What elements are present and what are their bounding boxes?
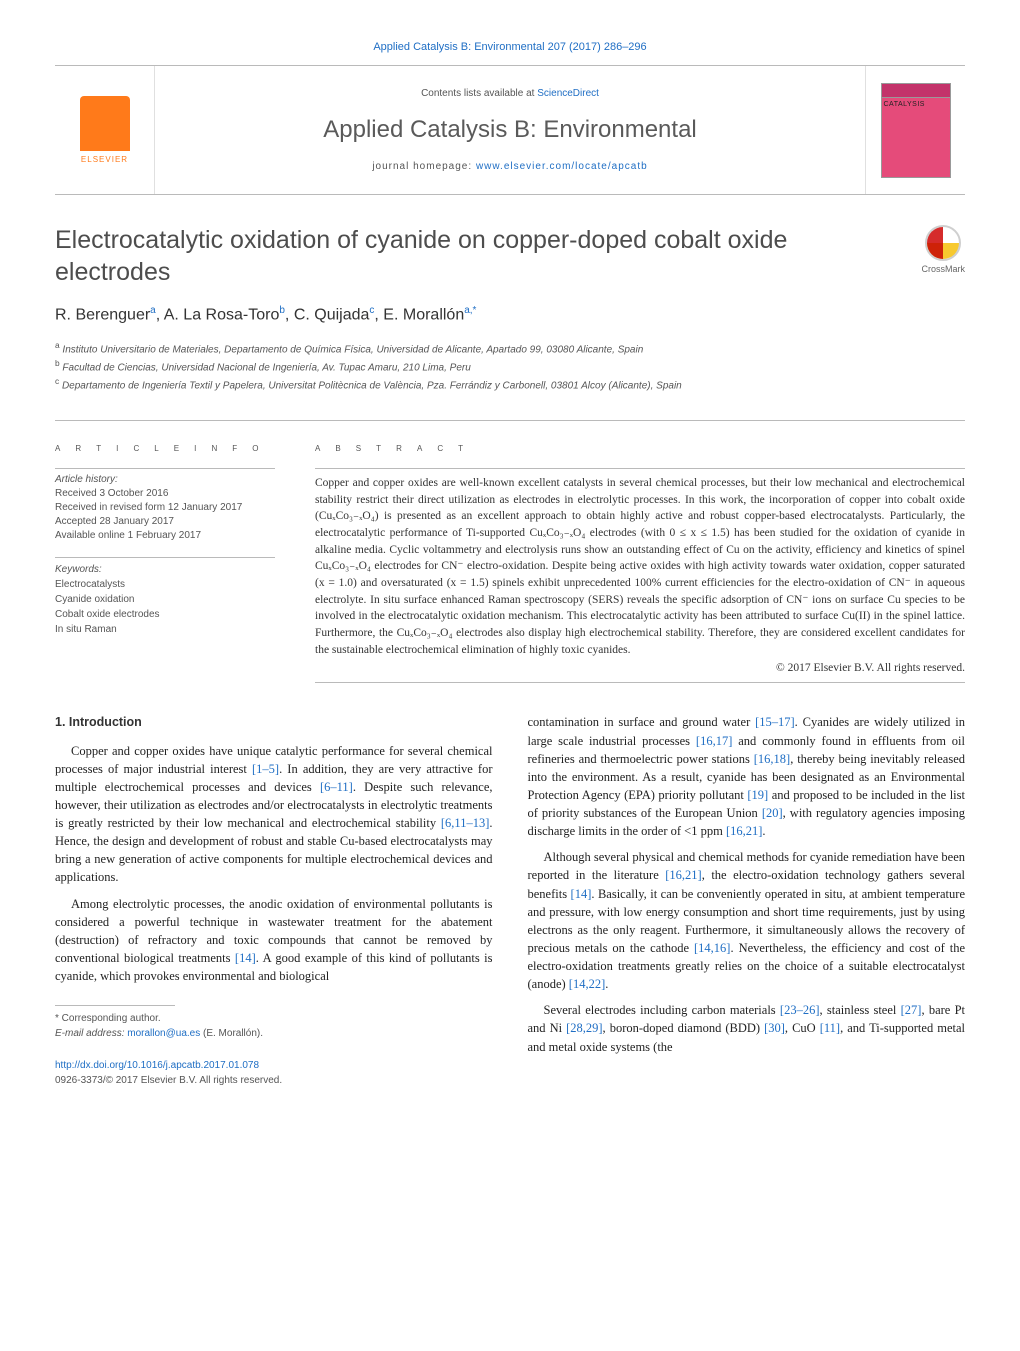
intro-paragraph-2-cont: contamination in surface and ground wate… [528,713,966,840]
contents-available-line: Contents lists available at ScienceDirec… [421,87,599,101]
citation-link[interactable]: [16,21] [665,868,701,882]
body-two-column: 1. Introduction Copper and copper oxides… [55,713,965,1088]
citation-link[interactable]: [6,11–13] [441,816,490,830]
intro-paragraph-4: Several electrodes including carbon mate… [528,1001,966,1055]
history-label: Article history: [55,473,275,487]
cover-title-label: CATALYSIS [882,98,950,112]
citation-link[interactable]: [27] [901,1003,922,1017]
keywords-block: Keywords: Electrocatalysts Cyanide oxida… [55,557,275,637]
keyword-3: Cobalt oxide electrodes [55,607,275,622]
authors-line: R. Berenguera, A. La Rosa-Torob, C. Quij… [55,304,965,327]
keyword-2: Cyanide oxidation [55,592,275,607]
sciencedirect-link[interactable]: ScienceDirect [537,88,599,99]
abstract-column: a b s t r a c t Copper and copper oxides… [315,441,965,684]
elsevier-logo[interactable]: ELSEVIER [69,90,141,170]
introduction-heading: 1. Introduction [55,713,493,731]
article-title: Electrocatalytic oxidation of cyanide on… [55,225,901,288]
elsevier-wordmark: ELSEVIER [81,154,128,165]
keywords-label: Keywords: [55,562,275,577]
intro-paragraph-1: Copper and copper oxides have unique cat… [55,742,493,887]
abstract-heading: a b s t r a c t [315,441,965,456]
intro-paragraph-3: Although several physical and chemical m… [528,848,966,993]
citation-link[interactable]: [19] [747,788,768,802]
history-online: Available online 1 February 2017 [55,529,275,543]
journal-citation-top[interactable]: Applied Catalysis B: Environmental 207 (… [55,40,965,55]
contents-prefix: Contents lists available at [421,88,537,99]
citation-link[interactable]: [28,29] [566,1021,602,1035]
article-history-block: Article history: Received 3 October 2016… [55,468,275,543]
cover-top-bar [882,84,950,98]
article-info-heading: a r t i c l e i n f o [55,441,275,456]
citation-link[interactable]: [14] [235,951,256,965]
affiliation-b: b Facultad de Ciencias, Universidad Naci… [55,357,965,375]
masthead-center: Contents lists available at ScienceDirec… [155,66,865,194]
citation-link[interactable]: [16,18] [754,752,790,766]
body-column-right: contamination in surface and ground wate… [528,713,966,1088]
citation-link[interactable]: [14] [571,887,592,901]
history-received: Received 3 October 2016 [55,487,275,501]
body-column-left: 1. Introduction Copper and copper oxides… [55,713,493,1088]
affiliations-block: a Instituto Universitario de Materiales,… [55,339,965,394]
history-revised: Received in revised form 12 January 2017 [55,501,275,515]
journal-homepage-line: journal homepage: www.elsevier.com/locat… [372,160,647,174]
citation-link[interactable]: [1–5] [252,762,279,776]
citation-link[interactable]: [6–11] [320,780,353,794]
article-info-column: a r t i c l e i n f o Article history: R… [55,441,275,684]
journal-title: Applied Catalysis B: Environmental [323,113,697,147]
citation-link[interactable]: [16,17] [696,734,732,748]
corresponding-author-note: * Corresponding author. [55,1012,493,1027]
citation-link[interactable]: [16,21] [726,824,762,838]
footnote-separator [55,1005,175,1006]
citation-link[interactable]: [15–17] [755,715,795,729]
publisher-logo-cell: ELSEVIER [55,66,155,194]
citation-link[interactable]: [30] [764,1021,785,1035]
journal-cover-cell: CATALYSIS [865,66,965,194]
abstract-copyright: © 2017 Elsevier B.V. All rights reserved… [315,660,965,683]
citation-link[interactable]: [14,16] [694,941,730,955]
doi-block: http://dx.doi.org/10.1016/j.apcatb.2017.… [55,1059,493,1088]
doi-link[interactable]: http://dx.doi.org/10.1016/j.apcatb.2017.… [55,1059,493,1074]
affiliation-c: c Departamento de Ingeniería Textil y Pa… [55,375,965,393]
corresponding-email-line: E-mail address: morallon@ua.es (E. Moral… [55,1027,493,1042]
homepage-prefix: journal homepage: [372,161,476,172]
corresponding-email-link[interactable]: morallon@ua.es [127,1028,200,1039]
citation-link[interactable]: [20] [762,806,783,820]
masthead: ELSEVIER Contents lists available at Sci… [55,65,965,195]
issn-copyright-line: 0926-3373/© 2017 Elsevier B.V. All right… [55,1074,493,1089]
crossmark-badge[interactable]: CrossMark [921,225,965,276]
footnotes-block: * Corresponding author. E-mail address: … [55,1012,493,1041]
citation-link[interactable]: [11] [820,1021,840,1035]
affiliation-a: a Instituto Universitario de Materiales,… [55,339,965,357]
elsevier-tree-icon [80,96,130,151]
journal-cover-thumbnail[interactable]: CATALYSIS [881,83,951,178]
intro-paragraph-2: Among electrolytic processes, the anodic… [55,895,493,986]
abstract-text: Copper and copper oxides are well-known … [315,468,965,658]
citation-link[interactable]: [14,22] [569,977,605,991]
keyword-4: In situ Raman [55,622,275,637]
crossmark-icon [925,225,961,261]
journal-homepage-link[interactable]: www.elsevier.com/locate/apcatb [476,161,648,172]
citation-link[interactable]: [23–26] [780,1003,820,1017]
history-accepted: Accepted 28 January 2017 [55,515,275,529]
crossmark-label: CrossMark [921,263,965,276]
keyword-1: Electrocatalysts [55,577,275,592]
